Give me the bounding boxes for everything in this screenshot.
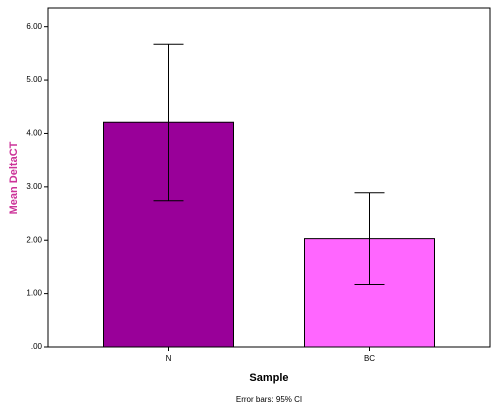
x-axis-label: Sample — [249, 372, 288, 384]
y-tick-label: 4.00 — [26, 129, 42, 138]
y-tick-label: 5.00 — [26, 75, 42, 84]
y-tick-label: .00 — [31, 342, 43, 351]
x-tick-label: BC — [364, 354, 375, 363]
y-axis-label: Mean DeltaCT — [8, 141, 20, 214]
y-tick-label: 2.00 — [26, 235, 42, 244]
y-tick-label: 6.00 — [26, 22, 42, 31]
x-tick-label: N — [166, 354, 172, 363]
footnote: Error bars: 95% CI — [236, 395, 302, 404]
y-tick-label: 1.00 — [26, 289, 42, 298]
y-tick-label: 3.00 — [26, 182, 42, 191]
